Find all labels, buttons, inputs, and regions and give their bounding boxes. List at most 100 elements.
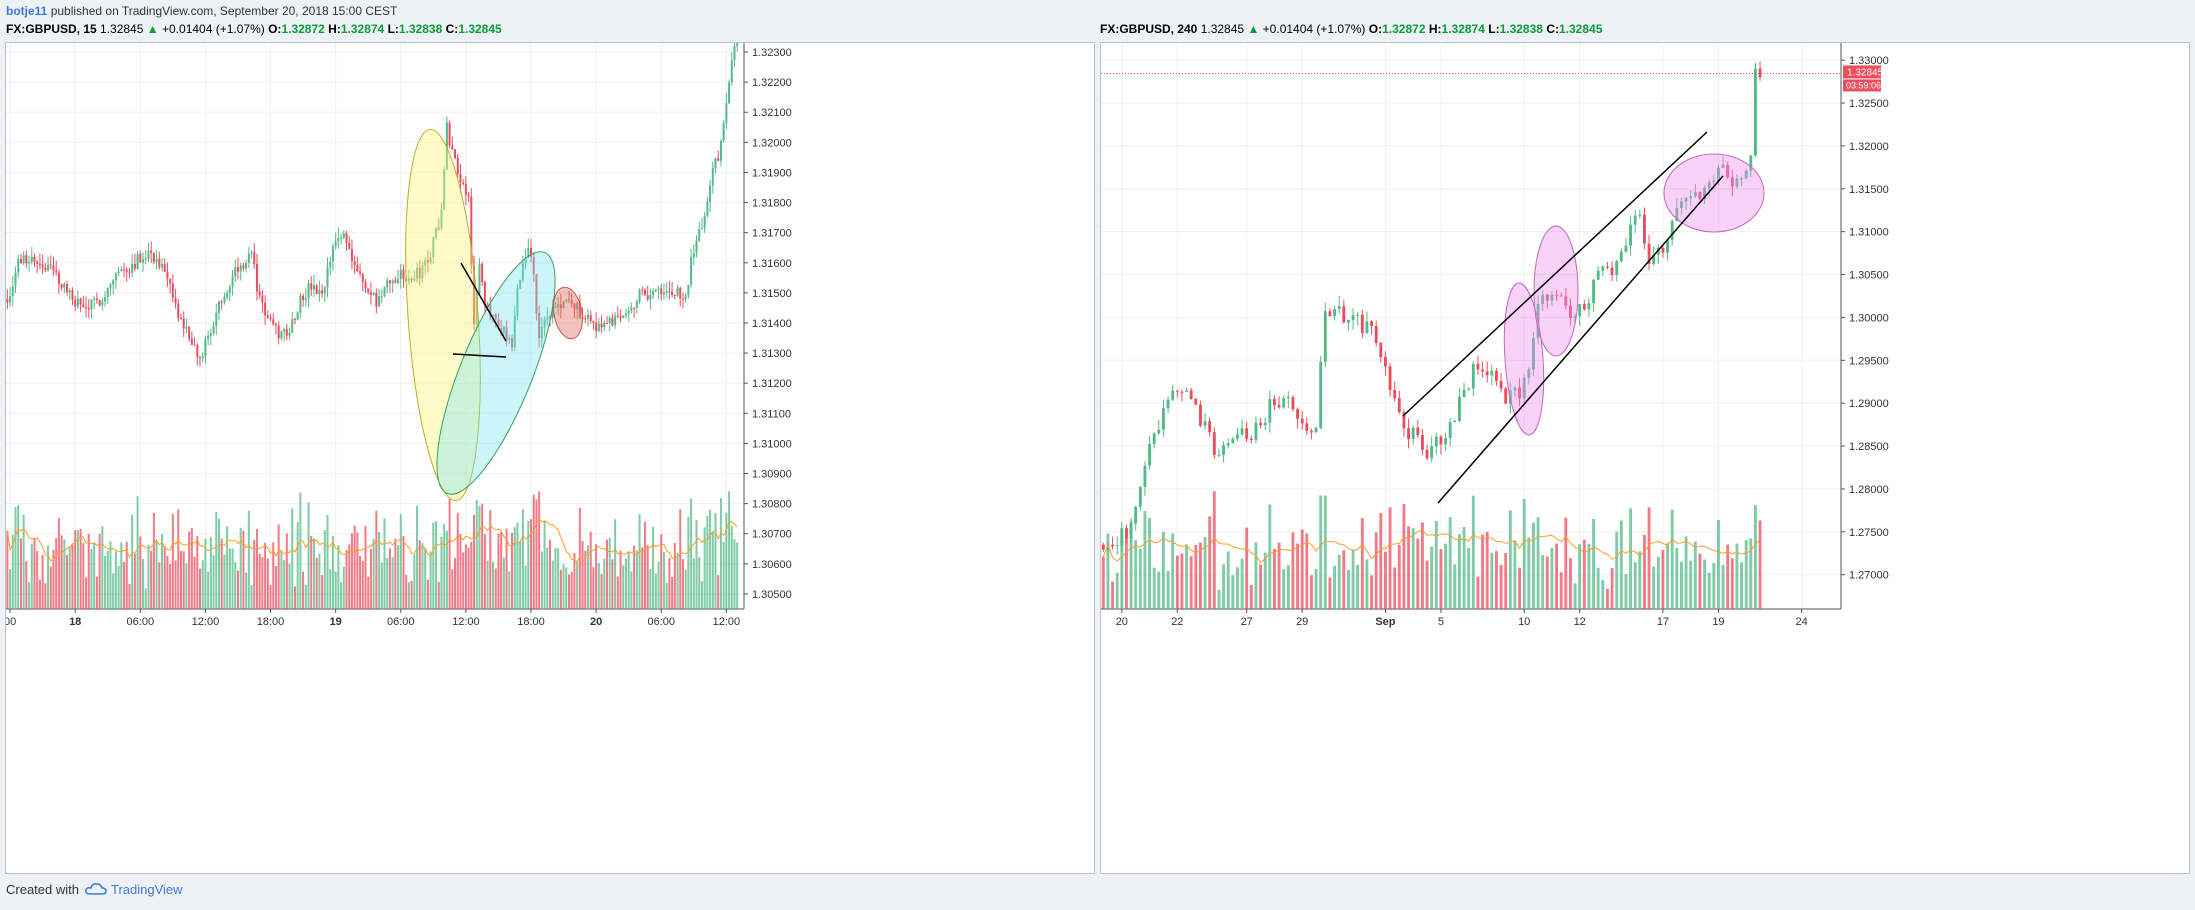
left-candle-body	[589, 315, 592, 321]
left-volume-bar	[109, 541, 112, 609]
right-countdown-text: 03:59:06	[1846, 80, 1881, 90]
left-candle-body	[624, 313, 627, 316]
left-candle-body	[166, 271, 169, 279]
left-candle-body	[391, 280, 394, 284]
right-volume-bar	[1268, 504, 1272, 609]
right-volume-bar	[1125, 528, 1128, 609]
right-volume-bar	[1208, 516, 1212, 609]
left-volume-bar	[188, 531, 191, 609]
left-candle-body	[668, 291, 671, 293]
left-candle-body	[242, 265, 245, 269]
left-chart[interactable]: 1.32300 1.32200 1.32100 1.32000 1.31900 1.318…	[6, 43, 1096, 875]
right-chart[interactable]: 1.33000 1.32500 1.32000 1.31500 1.31000 1.305…	[1101, 43, 2191, 875]
right-volume-bar	[1143, 511, 1147, 609]
left-volume-bar	[383, 518, 386, 609]
left-candle-body	[171, 283, 174, 298]
left-candle-body	[717, 158, 720, 161]
left-volume-bar	[638, 514, 641, 609]
left-candle-body	[304, 298, 307, 301]
tradingview-link[interactable]: TradingView	[110, 882, 183, 897]
left-candle-body	[198, 357, 201, 359]
left-volume-bar	[489, 510, 492, 609]
left-volume-bar	[497, 533, 500, 609]
right-chart-legend: FX:GBPUSD, 240 1.32845 ▲ +0.01404 (+1.07…	[1100, 22, 1602, 38]
right-volume-bar	[1499, 564, 1503, 609]
left-candle-body	[112, 280, 115, 285]
left-volume-bar	[684, 569, 687, 609]
right-y-tick-label: 1.33000	[1849, 55, 1889, 67]
left-candle-body	[730, 60, 733, 83]
left-volume-bar	[247, 510, 250, 609]
left-candle-body	[497, 319, 500, 329]
right-candle-body	[1397, 398, 1401, 413]
right-close: 1.32845	[1558, 22, 1603, 36]
right-candle-body	[1425, 449, 1429, 459]
right-volume-bar	[1148, 517, 1151, 609]
left-candle-body	[291, 319, 294, 333]
left-volume-bar	[331, 535, 334, 609]
left-high: 1.32874	[340, 22, 385, 36]
left-volume-bar	[30, 543, 33, 609]
left-volume-bar	[481, 503, 484, 609]
left-candle-body	[131, 263, 134, 273]
right-volume-bar	[1397, 544, 1401, 609]
left-candle-body	[690, 257, 693, 285]
right-volume-bar	[1643, 535, 1646, 609]
left-candle-body	[456, 158, 459, 174]
right-candle-body	[1471, 363, 1475, 389]
left-candle-body	[530, 247, 533, 257]
left-volume-bar	[120, 542, 123, 609]
right-volume-bar	[1522, 499, 1526, 609]
right-volume-bar	[1305, 533, 1309, 609]
left-candle-body	[508, 338, 511, 340]
left-candle-body	[448, 122, 451, 146]
left-candle-body	[416, 267, 419, 280]
left-candle-body	[30, 256, 33, 262]
left-volume-bar	[687, 516, 690, 609]
left-volume-bar	[185, 563, 188, 609]
left-candle-body	[269, 317, 272, 320]
right-candle-body	[1236, 434, 1239, 439]
left-candle-body	[394, 280, 397, 284]
left-volume-bar	[114, 551, 117, 609]
left-volume-bar	[407, 582, 410, 609]
left-candle-body	[641, 289, 644, 291]
right-volume-bar	[1684, 536, 1688, 609]
left-volume-bar	[47, 545, 50, 609]
right-y-tick-label: 1.30000	[1849, 312, 1889, 324]
left-volume-bar	[657, 561, 660, 609]
left-candle-body	[47, 264, 50, 271]
right-candle-body	[1143, 465, 1147, 488]
author-link[interactable]: botje11	[6, 4, 48, 18]
right-volume-bar	[1610, 567, 1614, 609]
left-volume-bar	[293, 586, 296, 609]
right-candle-body	[1263, 422, 1267, 426]
right-candle-body	[1661, 247, 1665, 253]
left-volume-bar	[321, 574, 324, 609]
right-x-tick-label: 24	[1796, 616, 1808, 628]
left-symbol[interactable]: FX:GBPUSD, 15	[6, 22, 97, 36]
right-symbol[interactable]: FX:GBPUSD, 240	[1100, 22, 1198, 36]
right-candle-body	[1333, 309, 1336, 317]
left-candle-body	[87, 308, 90, 310]
left-candle-body	[454, 149, 457, 159]
left-chart-panel[interactable]: 1.32300 1.32200 1.32100 1.32000 1.31900 1.318…	[5, 42, 1095, 874]
right-candle-body	[1203, 421, 1207, 426]
left-x-tick-label: 06:00	[647, 616, 675, 628]
right-candle-body	[1286, 397, 1290, 399]
right-volume-bar	[1286, 564, 1290, 609]
left-candle-body	[435, 228, 438, 238]
right-volume-bar	[1222, 564, 1225, 609]
right-volume-bar	[1462, 526, 1466, 609]
left-volume-bar	[567, 574, 570, 609]
left-y-tick-label: 1.32300	[752, 47, 792, 59]
right-candle-body	[1545, 294, 1549, 301]
left-volume-bar	[323, 530, 326, 609]
right-candle-body	[1374, 326, 1378, 343]
left-candle-body	[719, 140, 722, 161]
right-candle-body	[1587, 303, 1591, 310]
right-chart-panel[interactable]: 1.33000 1.32500 1.32000 1.31500 1.31000 1.305…	[1100, 42, 2190, 874]
right-volume-bar	[1296, 543, 1299, 609]
left-volume-bar	[253, 539, 256, 609]
right-candle-body	[1393, 390, 1397, 399]
